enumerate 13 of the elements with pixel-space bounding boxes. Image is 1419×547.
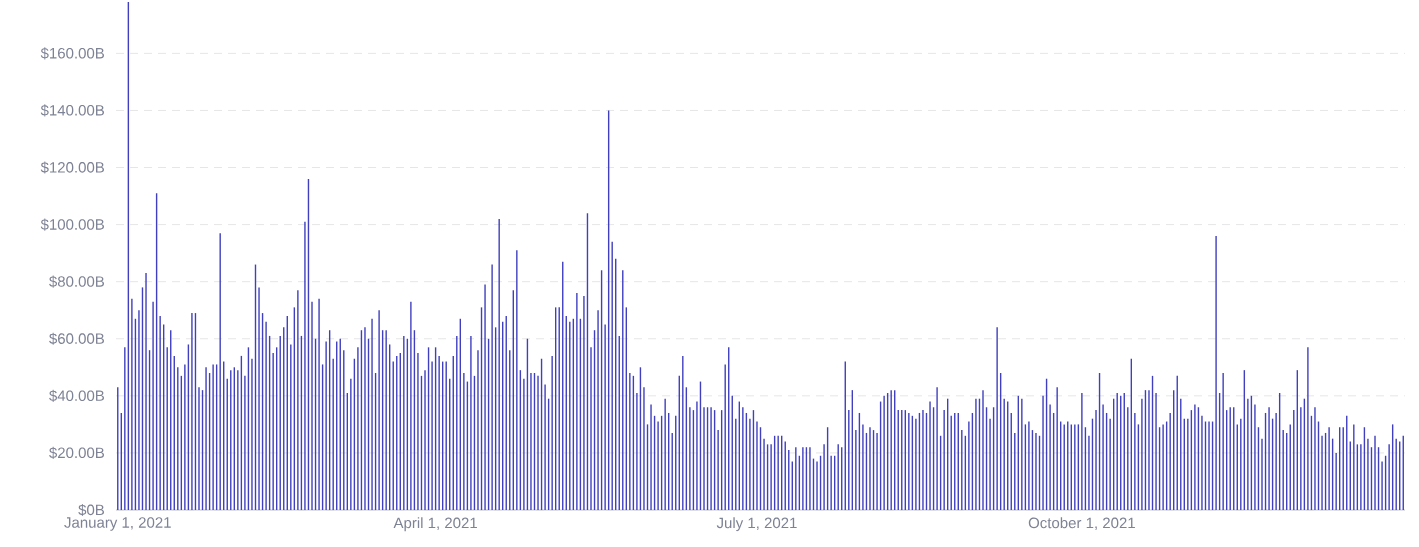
x-tick-label: January 1, 2021: [64, 517, 171, 531]
y-tick-label: $80.00B: [49, 275, 105, 288]
y-tick-label: $100.00B: [40, 218, 104, 231]
x-tick-label: October 1, 2021: [1028, 517, 1135, 530]
y-tick-label: $20.00B: [49, 446, 105, 459]
y-tick-label: $60.00B: [49, 332, 105, 345]
y-tick-label: $0B: [78, 503, 105, 517]
x-tick-label: July 1, 2021: [716, 517, 797, 532]
y-tick-label: $140.00B: [40, 104, 104, 117]
y-tick-label: $40.00B: [49, 389, 105, 402]
y-tick-label: $160.00B: [40, 47, 104, 60]
y-tick-label: $120.00B: [40, 161, 104, 174]
x-tick-label: April 1, 2021: [393, 517, 477, 532]
